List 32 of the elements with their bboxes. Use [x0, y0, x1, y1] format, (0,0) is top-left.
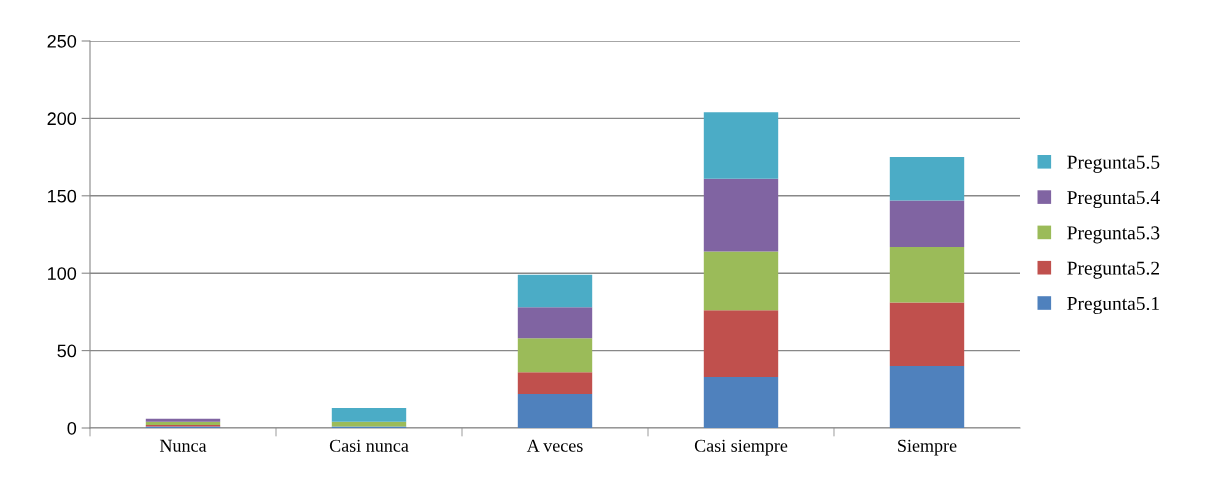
bar	[889, 302, 965, 367]
y-tick-label: 150	[48, 189, 77, 203]
bar	[889, 157, 965, 201]
legend-label: Pregunta5.3	[1067, 226, 1160, 244]
y-tick-label: 250	[47, 34, 77, 48]
bar	[703, 112, 779, 179]
bar	[889, 246, 965, 303]
bar	[703, 251, 779, 311]
bar	[517, 372, 593, 394]
bar	[889, 200, 965, 247]
x-tick-label: Nunca	[159, 439, 207, 452]
y-tick-label: 200	[47, 112, 77, 126]
y-tick-label: 0	[67, 421, 77, 435]
x-tick-label: Casi siempre	[694, 439, 788, 456]
bar	[517, 307, 593, 339]
bar	[517, 393, 593, 428]
legend-label: Pregunta5.2	[1067, 261, 1160, 279]
bar	[703, 178, 779, 252]
y-tick-label: 100	[48, 267, 77, 280]
bar	[517, 338, 593, 373]
y-tick-label: 50	[57, 344, 77, 358]
legend-label: Pregunta5.5	[1067, 155, 1160, 173]
x-tick-label: A veces	[526, 439, 583, 452]
legend-label: Pregunta5.4	[1067, 191, 1160, 209]
bar	[703, 310, 779, 377]
bar	[331, 407, 407, 422]
bar	[703, 376, 779, 428]
x-tick-label: Siempre	[898, 439, 957, 456]
bar	[517, 274, 593, 308]
bar	[889, 366, 965, 428]
legend-label: Pregunta5.1	[1067, 296, 1159, 315]
x-tick-label: Casi nunca	[329, 439, 409, 452]
